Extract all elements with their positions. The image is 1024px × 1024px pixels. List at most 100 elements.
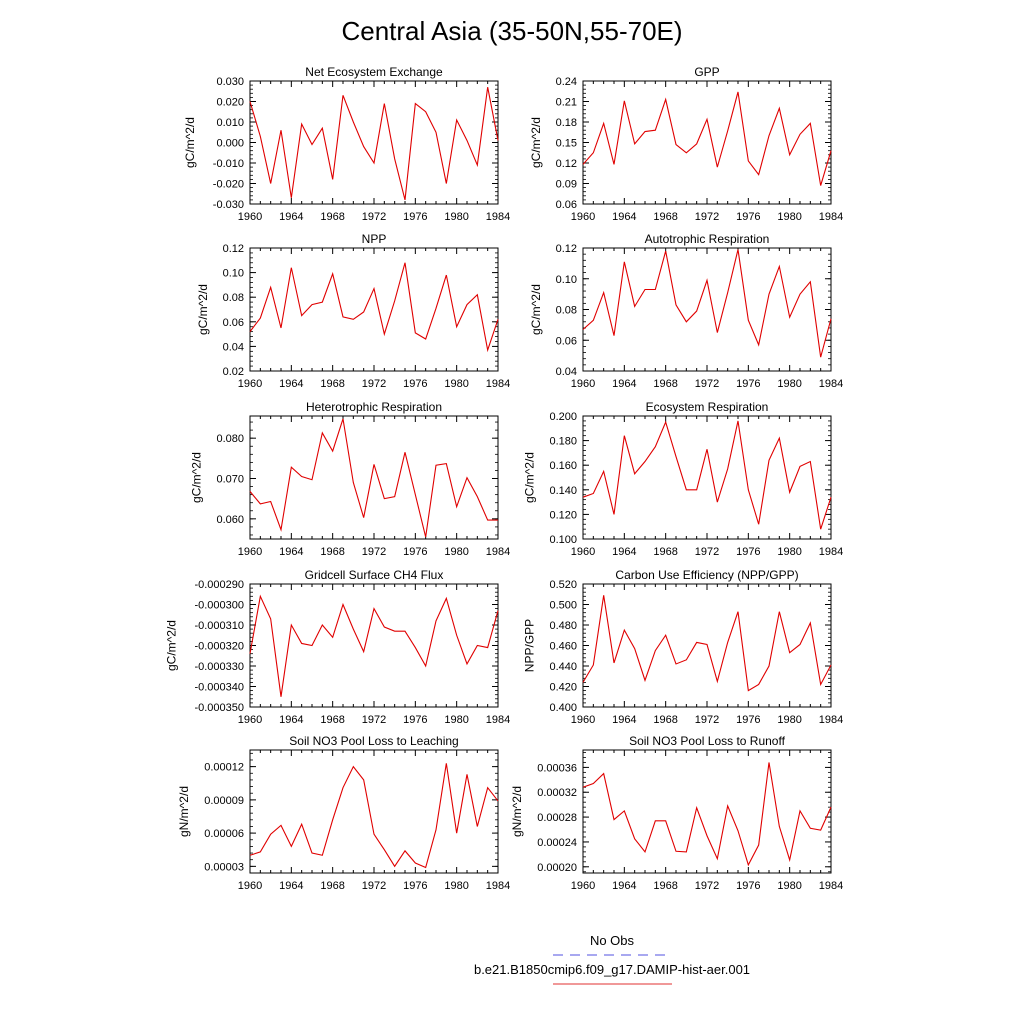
y-tick-label: 0.00006 bbox=[204, 828, 244, 840]
x-tick-label: 1976 bbox=[736, 378, 760, 390]
y-tick-label: 0.00036 bbox=[537, 762, 577, 774]
x-tick-label: 1960 bbox=[238, 378, 262, 390]
y-tick-label: -0.000330 bbox=[194, 661, 244, 673]
panel-title: GPP bbox=[694, 65, 719, 79]
x-tick-label: 1984 bbox=[486, 880, 510, 892]
x-tick-label: 1968 bbox=[320, 714, 344, 726]
legend-label-no-obs: No Obs bbox=[590, 933, 635, 948]
x-tick-label: 1976 bbox=[403, 211, 427, 223]
x-tick-label: 1964 bbox=[279, 378, 303, 390]
y-tick-label: 0.500 bbox=[549, 600, 577, 612]
series-line bbox=[582, 91, 832, 186]
y-tick-label: 0.000 bbox=[216, 138, 244, 150]
y-axis-label: gC/m^2/d bbox=[190, 452, 204, 503]
x-tick-label: 1972 bbox=[362, 211, 386, 223]
y-tick-label: 0.00003 bbox=[204, 861, 244, 873]
plot-frame bbox=[582, 415, 832, 540]
x-tick-label: 1976 bbox=[736, 211, 760, 223]
x-tick-label: 1972 bbox=[362, 546, 386, 558]
x-tick-label: 1972 bbox=[362, 378, 386, 390]
x-tick-label: 1968 bbox=[320, 211, 344, 223]
y-tick-label: 0.060 bbox=[216, 514, 244, 526]
series-line bbox=[582, 762, 832, 867]
y-tick-label: 0.400 bbox=[549, 702, 577, 714]
x-tick-label: 1964 bbox=[279, 714, 303, 726]
y-tick-label: 0.460 bbox=[549, 641, 577, 653]
y-tick-label: 0.160 bbox=[549, 460, 577, 472]
y-axis-label: gC/m^2/d bbox=[529, 284, 543, 335]
x-tick-label: 1976 bbox=[403, 546, 427, 558]
panel-title: Net Ecosystem Exchange bbox=[305, 65, 443, 79]
y-tick-label: -0.030 bbox=[213, 199, 244, 211]
series-line bbox=[249, 418, 498, 538]
y-tick-label: -0.010 bbox=[213, 158, 244, 170]
series-line bbox=[249, 262, 499, 353]
chart-panel-4: Heterotrophic Respiration 1960 1964 1968 197… bbox=[190, 400, 511, 558]
chart-panel-2: NPP 1960 1964 1968 1972 1976 1980 1984 0.02 0.04 0… bbox=[196, 232, 510, 390]
y-axis-label: gC/m^2/d bbox=[164, 620, 178, 671]
y-axis-label: gC/m^2/d bbox=[183, 117, 197, 168]
y-tick-label: 0.00020 bbox=[537, 862, 577, 874]
x-tick-label: 1972 bbox=[695, 546, 719, 558]
y-tick-label: 0.00012 bbox=[204, 762, 244, 774]
x-tick-label: 1960 bbox=[571, 714, 595, 726]
chart-panel-9: Soil NO3 Pool Loss to Runoff 1960 1964 1968… bbox=[510, 734, 843, 892]
y-tick-label: 0.06 bbox=[556, 199, 577, 211]
y-tick-label: 0.520 bbox=[549, 579, 577, 591]
y-tick-label: 0.04 bbox=[556, 366, 577, 378]
x-tick-label: 1980 bbox=[777, 880, 801, 892]
x-tick-label: 1960 bbox=[238, 880, 262, 892]
x-tick-label: 1964 bbox=[612, 378, 636, 390]
plot-frame bbox=[249, 415, 499, 540]
x-tick-label: 1960 bbox=[571, 880, 595, 892]
y-axis-label: gC/m^2/d bbox=[196, 284, 210, 335]
x-tick-label: 1976 bbox=[736, 714, 760, 726]
x-tick-label: 1968 bbox=[653, 211, 677, 223]
x-tick-label: 1976 bbox=[403, 378, 427, 390]
chart-panel-3: Autotrophic Respiration 1960 1964 1968 1972 1… bbox=[529, 232, 843, 390]
y-axis-label: gN/m^2/d bbox=[177, 786, 191, 837]
y-tick-label: 0.180 bbox=[549, 436, 577, 448]
y-tick-label: 0.10 bbox=[223, 268, 244, 280]
y-tick-label: 0.030 bbox=[216, 76, 244, 88]
series-line bbox=[249, 594, 499, 697]
y-tick-label: -0.000310 bbox=[194, 620, 244, 632]
panel-title: Carbon Use Efficiency (NPP/GPP) bbox=[615, 568, 798, 582]
y-tick-label: 0.10 bbox=[556, 274, 577, 286]
y-tick-label: 0.12 bbox=[556, 243, 577, 255]
y-axis-label: NPP/GPP bbox=[523, 619, 537, 672]
y-tick-label: 0.15 bbox=[556, 138, 577, 150]
x-tick-label: 1964 bbox=[612, 211, 636, 223]
plot-frame bbox=[582, 80, 832, 205]
x-tick-label: 1972 bbox=[362, 714, 386, 726]
y-tick-label: 0.18 bbox=[556, 117, 577, 129]
legend: No Obs b.e21.B1850cmip6.f09_g17.DAMIP-hi… bbox=[474, 933, 750, 985]
y-tick-label: 0.120 bbox=[549, 509, 577, 521]
x-tick-label: 1976 bbox=[736, 880, 760, 892]
x-tick-label: 1984 bbox=[486, 546, 510, 558]
x-tick-label: 1968 bbox=[320, 880, 344, 892]
plot-frame bbox=[582, 749, 832, 874]
x-tick-label: 1968 bbox=[653, 378, 677, 390]
y-tick-label: 0.08 bbox=[223, 292, 244, 304]
series-line bbox=[582, 595, 832, 692]
y-tick-label: 0.06 bbox=[223, 317, 244, 329]
x-tick-label: 1964 bbox=[279, 546, 303, 558]
series-line bbox=[582, 420, 832, 530]
x-tick-label: 1960 bbox=[238, 546, 262, 558]
y-tick-label: -0.000290 bbox=[194, 579, 244, 591]
y-tick-label: 0.12 bbox=[556, 158, 577, 170]
y-tick-label: 0.09 bbox=[556, 179, 577, 191]
y-tick-label: -0.000300 bbox=[194, 600, 244, 612]
panel-title: Autotrophic Respiration bbox=[645, 232, 770, 246]
x-tick-label: 1968 bbox=[653, 714, 677, 726]
x-tick-label: 1972 bbox=[695, 880, 719, 892]
x-tick-label: 1960 bbox=[571, 378, 595, 390]
panel-title: Heterotrophic Respiration bbox=[306, 400, 442, 414]
y-tick-label: 0.04 bbox=[223, 341, 244, 353]
series-line bbox=[582, 249, 832, 358]
x-tick-label: 1964 bbox=[279, 211, 303, 223]
x-tick-label: 1968 bbox=[653, 546, 677, 558]
x-tick-label: 1960 bbox=[238, 714, 262, 726]
